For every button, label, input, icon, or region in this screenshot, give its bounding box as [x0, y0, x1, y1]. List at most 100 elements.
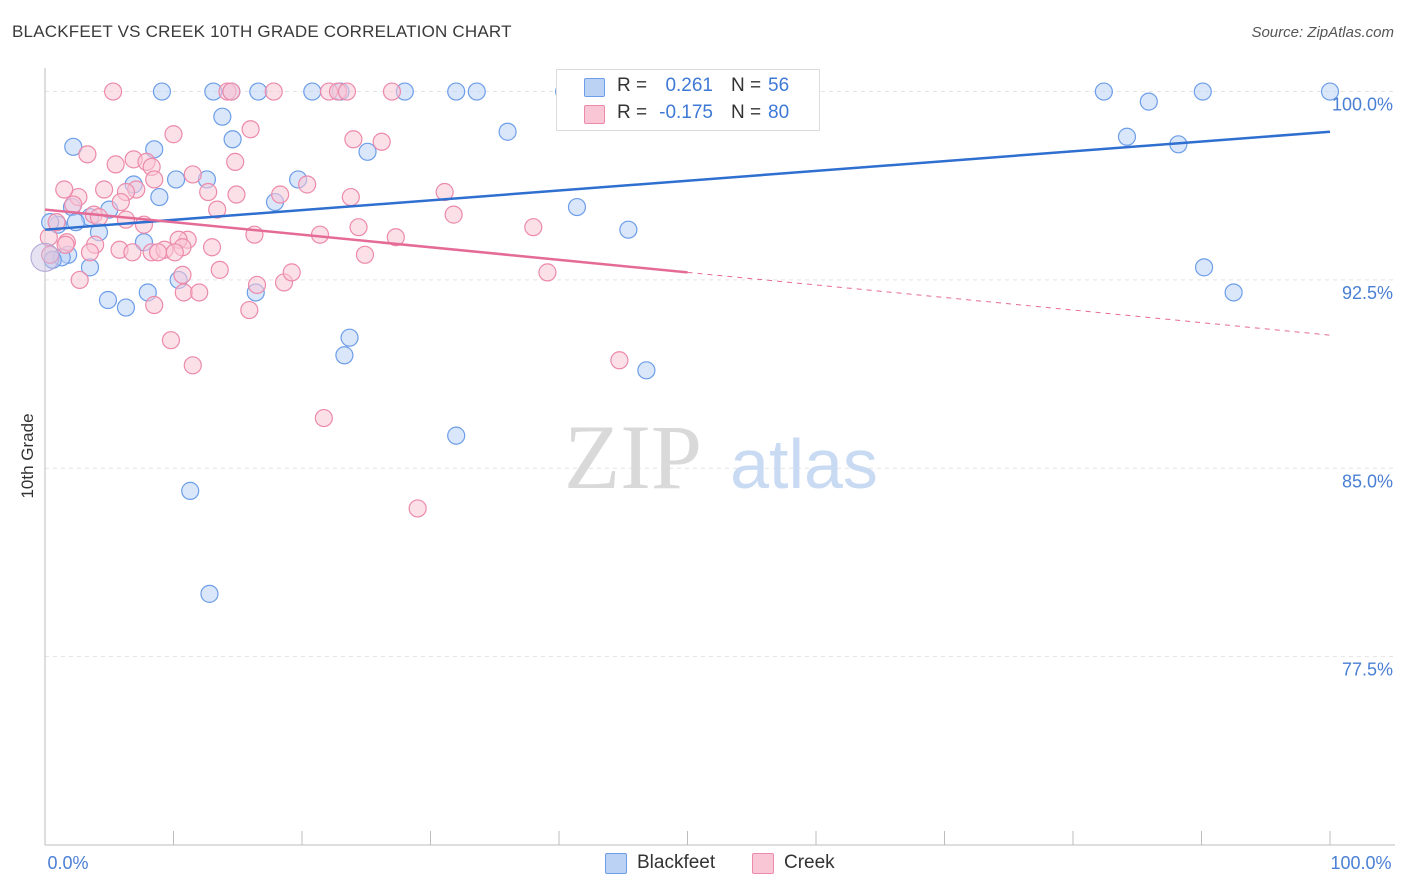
blackfeet-point — [447, 82, 466, 101]
creek-point — [524, 218, 543, 237]
blackfeet-point — [358, 142, 377, 161]
r-label: R = — [617, 102, 648, 123]
stats-legend: R = 0.261 N = 56 R = -0.175 N = 80 — [556, 69, 820, 131]
creek-point — [247, 275, 267, 295]
creek-point — [199, 182, 218, 202]
creek-point — [355, 245, 375, 264]
creek-point — [337, 82, 357, 101]
creek-point — [240, 300, 259, 320]
source-label: Source: ZipAtlas.com — [1251, 24, 1394, 41]
creek-point — [314, 408, 333, 428]
creek-point — [123, 243, 142, 262]
y-tick-label: 100.0% — [1332, 95, 1393, 115]
blackfeet-legend-swatch — [605, 853, 627, 874]
creek-point — [408, 499, 427, 518]
creek-point — [164, 125, 183, 144]
creek-point — [202, 238, 222, 257]
blackfeet-point — [303, 82, 322, 101]
blackfeet-point — [98, 290, 118, 310]
creek-trend-extension — [687, 271, 1331, 336]
creek-point — [382, 82, 402, 101]
creek-point — [538, 263, 557, 282]
creek-point — [241, 120, 260, 139]
blackfeet-point — [637, 361, 656, 380]
creek-point — [226, 152, 245, 171]
chart-title: BLACKFEET VS CREEK 10TH GRADE CORRELATIO… — [12, 22, 512, 41]
creek-point — [104, 82, 123, 101]
creek-point — [47, 213, 66, 232]
cluster-point — [30, 242, 60, 272]
creek-point — [222, 82, 241, 101]
creek-point — [161, 331, 181, 350]
creek-point — [145, 295, 164, 315]
n-label: N = — [731, 75, 762, 96]
creek-point — [183, 356, 202, 375]
creek-point — [386, 228, 405, 247]
axes — [44, 68, 1395, 846]
creek-point — [435, 182, 454, 202]
tick-labels: 77.5% 85.0% 92.5% 100.0% 0.0% 100.0% — [47, 95, 1393, 873]
watermark-atlas: atlas — [730, 425, 878, 503]
creek-point — [56, 235, 75, 254]
blackfeet-point — [567, 197, 587, 217]
creek-point — [148, 243, 168, 262]
blackfeet-point — [181, 481, 200, 500]
creek-point — [298, 175, 317, 194]
creek-point — [183, 165, 202, 184]
blackfeet-point — [152, 82, 172, 101]
x-tick-label: 0.0% — [47, 853, 88, 873]
creek-point — [282, 263, 301, 282]
blackfeet-point — [1224, 283, 1243, 302]
creek-point — [173, 265, 192, 284]
creek-swatch — [584, 105, 605, 124]
blackfeet-point — [1194, 258, 1214, 277]
blackfeet-point — [64, 137, 83, 156]
creek-point — [95, 180, 114, 199]
creek-point — [208, 200, 227, 219]
blackfeet-point — [1139, 92, 1158, 111]
blackfeet-swatch — [584, 78, 605, 97]
creek-point — [349, 218, 368, 237]
blackfeet-point — [619, 220, 638, 239]
creek-point — [227, 185, 246, 204]
watermark-zip: ZIP — [564, 406, 702, 508]
blackfeet-point — [467, 82, 486, 101]
r-value: -0.175 — [659, 102, 713, 123]
blackfeet-point — [447, 426, 466, 445]
legend-row-blackfeet: R = 0.261 N = 56 — [557, 73, 819, 101]
n-value: 56 — [768, 75, 790, 96]
creek-point — [271, 185, 290, 204]
creek-point — [111, 192, 130, 212]
creek-point — [372, 132, 391, 151]
creek-trend-line — [44, 208, 688, 274]
creek-point — [78, 145, 97, 164]
blackfeet-point — [249, 82, 268, 101]
blackfeet-point — [116, 298, 136, 317]
creek-point — [210, 260, 229, 279]
blackfeet-point — [150, 187, 169, 207]
creek-point — [444, 205, 463, 224]
blackfeet-point — [166, 170, 186, 189]
y-tick-label: 77.5% — [1342, 660, 1393, 680]
blackfeet-point — [223, 130, 242, 149]
creek-point — [344, 130, 363, 149]
blackfeet-point — [335, 346, 354, 365]
blackfeet-point — [498, 122, 517, 141]
n-value: 80 — [768, 102, 790, 123]
creek-point — [264, 82, 283, 101]
trend-lines — [44, 130, 1331, 336]
creek-point — [610, 351, 629, 370]
creek-point — [55, 180, 74, 199]
x-tick-label: 100.0% — [1330, 853, 1391, 873]
creek-point — [165, 243, 184, 262]
blackfeet-trend-line — [44, 130, 1331, 231]
y-tick-label: 92.5% — [1342, 283, 1393, 303]
creek-point — [106, 155, 125, 174]
blackfeet-point — [340, 328, 359, 347]
creek-point — [116, 210, 136, 229]
creek-point — [89, 208, 109, 227]
watermark: ZIP atlas — [564, 406, 878, 508]
y-tick-label: 85.0% — [1342, 471, 1393, 491]
creek-point — [80, 243, 100, 262]
creek-legend-label: Creek — [784, 852, 835, 873]
